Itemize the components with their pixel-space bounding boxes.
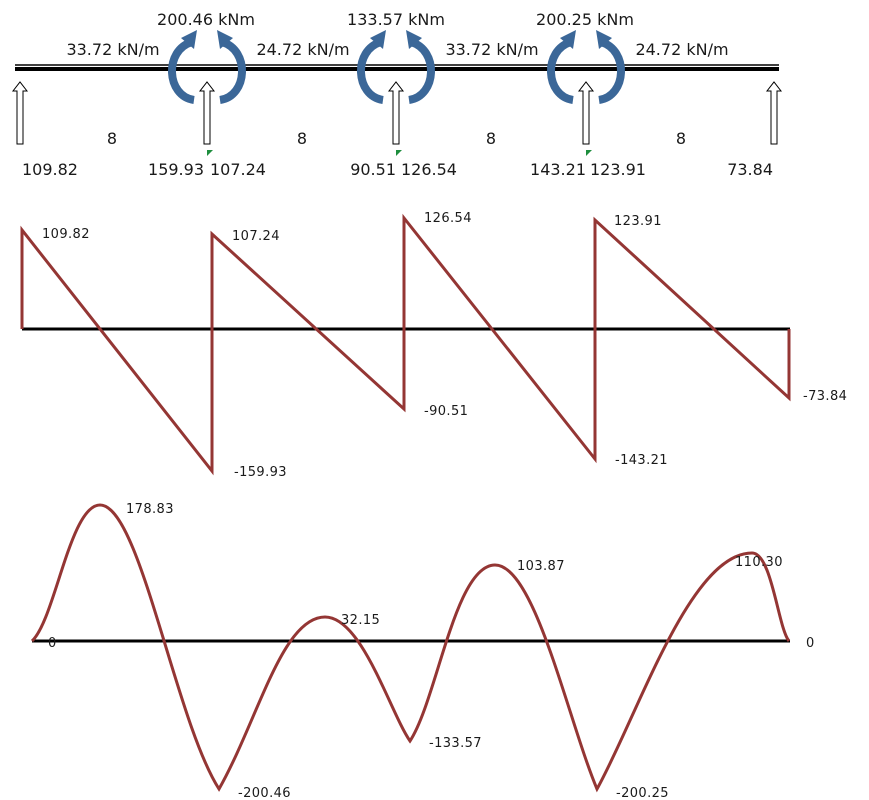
- shear-curve: [20, 213, 791, 476]
- shear-label-4: -90.51: [424, 404, 468, 419]
- load-label-1: 33.72 kN/m: [66, 40, 159, 59]
- moment-arrow-1: [168, 30, 246, 104]
- moment-arrows: [168, 30, 625, 104]
- shear-label-7: 123.91: [614, 214, 662, 229]
- moment-label-3: 200.25 kNm: [536, 10, 634, 29]
- shear-label-3: 107.24: [232, 229, 280, 244]
- shear-label-6: -143.21: [615, 453, 668, 468]
- load-label-4: 24.72 kN/m: [635, 40, 728, 59]
- moment-curve: [30, 503, 791, 793]
- moment-label-1: 200.46 kNm: [157, 10, 255, 29]
- moment-label-8: 110.30: [735, 555, 783, 570]
- moment-diagram: 0 178.83 -200.46 32.15 -133.57 103.87 -2…: [30, 502, 815, 800]
- moment-arrow-2: [357, 30, 435, 104]
- load-label-3: 33.72 kN/m: [445, 40, 538, 59]
- moment-label-6: 103.87: [517, 559, 565, 574]
- shear-label-8: -73.84: [803, 389, 847, 404]
- reaction-label-2: 159.93: [148, 160, 204, 179]
- moment-arrow-3: [547, 30, 625, 104]
- support-arrow-1: [11, 81, 29, 145]
- beam-labels: 200.46 kNm 133.57 kNm 200.25 kNm 33.72 k…: [22, 10, 773, 179]
- shear-diagram: 109.82 -159.93 107.24 -90.51 126.54 -143…: [20, 211, 847, 480]
- reaction-label-7: 123.91: [590, 160, 646, 179]
- moment-label-9: 0: [806, 636, 815, 651]
- shear-label-5: 126.54: [424, 211, 472, 226]
- reaction-label-4: 90.51: [350, 160, 396, 179]
- support-arrow-5: [765, 81, 783, 145]
- support-markers: [207, 150, 592, 156]
- span-label-3: 8: [486, 129, 496, 148]
- support-marker-2: [207, 150, 213, 156]
- beam-body: [15, 67, 779, 71]
- support-marker-3: [396, 150, 402, 156]
- span-label-4: 8: [676, 129, 686, 148]
- support-arrow-2: [198, 81, 216, 145]
- moment-label-2: 133.57 kNm: [347, 10, 445, 29]
- span-label-2: 8: [297, 129, 307, 148]
- moment-label-7: -200.25: [616, 786, 669, 800]
- reaction-label-6: 143.21: [530, 160, 586, 179]
- reaction-label-1: 109.82: [22, 160, 78, 179]
- load-label-2: 24.72 kN/m: [256, 40, 349, 59]
- moment-label-1: 0: [48, 636, 57, 651]
- moment-label-5: -133.57: [429, 736, 482, 751]
- moment-label-3: -200.46: [238, 786, 291, 800]
- beam: [15, 64, 779, 71]
- shear-label-1: 109.82: [42, 227, 90, 242]
- moment-label-2: 178.83: [126, 502, 174, 517]
- moment-label-4: 32.15: [341, 613, 380, 628]
- supports: [11, 81, 783, 145]
- support-marker-4: [586, 150, 592, 156]
- reaction-label-5: 126.54: [401, 160, 457, 179]
- reaction-label-8: 73.84: [727, 160, 773, 179]
- support-arrow-4: [577, 81, 595, 145]
- reaction-label-3: 107.24: [210, 160, 266, 179]
- span-label-1: 8: [107, 129, 117, 148]
- support-arrow-3: [387, 81, 405, 145]
- shear-label-2: -159.93: [234, 465, 287, 480]
